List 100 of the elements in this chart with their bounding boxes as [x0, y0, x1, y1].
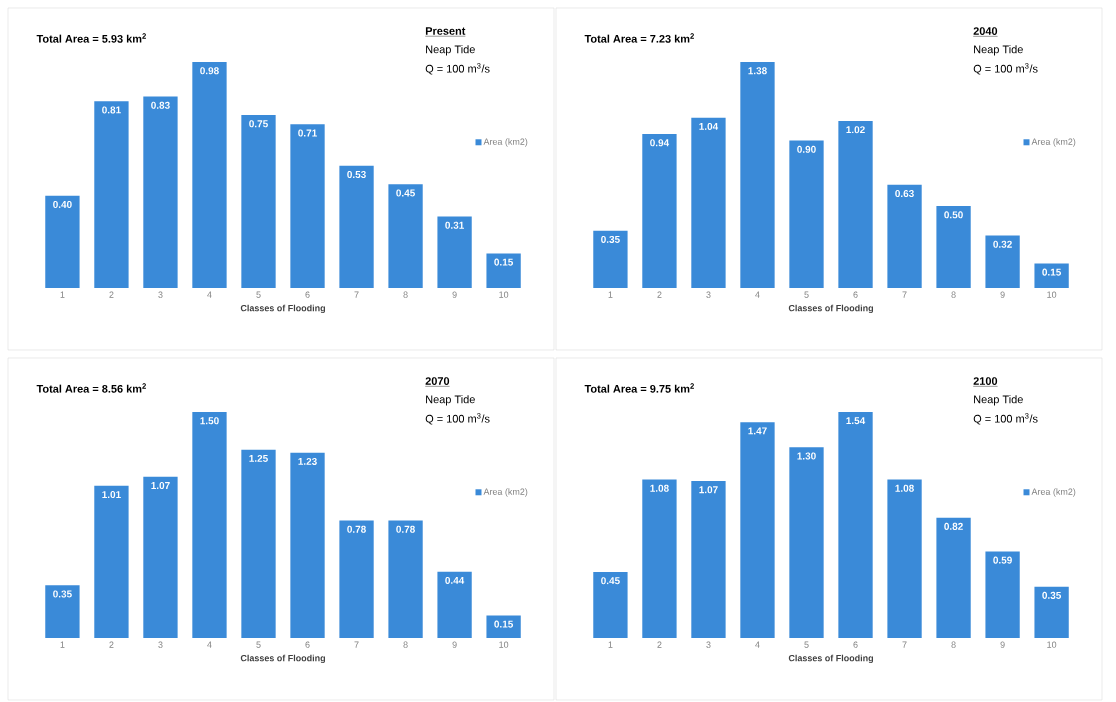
bar — [339, 520, 374, 638]
data-label: 1.25 — [249, 454, 268, 462]
bar — [642, 479, 677, 638]
x-tick-label: 5 — [804, 291, 809, 298]
x-tick-label: 5 — [256, 641, 261, 648]
legend-label: Area (km2) — [1031, 138, 1076, 147]
data-label: 0.53 — [347, 170, 366, 179]
data-label: 0.40 — [53, 200, 72, 208]
data-label: 1.07 — [151, 482, 170, 490]
bar — [691, 480, 726, 638]
bar — [143, 476, 178, 638]
chart-title: Total Area = 9.75 km$^{2}$ — [584, 383, 694, 393]
data-label: 0.45 — [601, 577, 620, 585]
bar — [936, 517, 971, 638]
x-tick-label: 8 — [403, 291, 408, 298]
bar — [339, 165, 374, 288]
bar — [593, 230, 628, 288]
chart-title: Total Area = 7.23 km$^{2}$ — [584, 33, 694, 43]
bar — [691, 117, 726, 288]
x-tick-label: 3 — [706, 641, 711, 648]
bar — [740, 62, 775, 288]
x-axis-title: Classes of Flooding — [240, 304, 325, 314]
bar — [437, 216, 472, 288]
text: 2040 — [973, 27, 998, 35]
data-label: 0.78 — [396, 525, 415, 533]
x-axis-title: Classes of Flooding — [788, 304, 873, 314]
bar — [290, 124, 325, 288]
x-tick-label: 4 — [755, 291, 760, 298]
x-tick-label: 1 — [608, 641, 613, 648]
x-tick-label: 8 — [951, 641, 956, 648]
data-label: 0.63 — [895, 190, 914, 198]
x-tick-label: 7 — [354, 641, 359, 648]
x-tick-label: 3 — [158, 291, 163, 298]
bar — [1034, 263, 1069, 288]
x-tick-label: 6 — [853, 641, 858, 648]
x-tick-label: 7 — [902, 641, 907, 648]
annotation: Q = 100 m$^{3}$/s — [973, 413, 1038, 425]
text: Present — [425, 27, 466, 35]
data-label: 1.02 — [846, 126, 865, 134]
bar — [290, 452, 325, 638]
data-label: 0.82 — [944, 522, 963, 530]
chart-title: Total Area = 8.56 km$^{2}$ — [36, 383, 146, 393]
data-label: 0.78 — [347, 525, 366, 533]
x-tick-label: 4 — [207, 291, 212, 298]
x-tick-label: 8 — [403, 641, 408, 648]
bar — [1034, 586, 1069, 638]
data-label: 0.45 — [396, 189, 415, 197]
bar — [94, 101, 129, 288]
data-label: 0.31 — [445, 221, 464, 229]
text: Neap Tide — [974, 395, 1023, 406]
x-tick-label: 6 — [305, 291, 310, 298]
x-tick-label: 9 — [1000, 291, 1005, 298]
data-label: 0.15 — [1042, 268, 1062, 276]
data-label: 1.07 — [699, 486, 718, 494]
data-label: 1.04 — [699, 122, 719, 130]
x-tick-label: 5 — [256, 291, 261, 298]
bar — [388, 520, 423, 638]
bar — [388, 184, 423, 288]
x-tick-label: 2 — [657, 291, 662, 298]
x-tick-label: 1 — [60, 641, 65, 648]
x-tick-label: 6 — [305, 641, 310, 648]
bar — [241, 449, 276, 638]
x-tick-label: 3 — [706, 291, 711, 298]
x-tick-label: 1 — [60, 291, 65, 298]
x-tick-label: 7 — [354, 291, 359, 298]
data-label: 0.94 — [650, 139, 670, 147]
data-label: 0.98 — [200, 67, 219, 75]
bar — [143, 96, 178, 288]
data-label: 0.15 — [494, 258, 514, 266]
annotation: Q = 100 m$^{3}$/s — [425, 63, 490, 75]
bar — [642, 134, 677, 288]
text: Neap Tide — [426, 395, 475, 406]
data-label: 1.54 — [846, 417, 866, 425]
x-tick-label: 3 — [158, 641, 163, 648]
data-label: 0.35 — [601, 235, 620, 243]
bar — [985, 551, 1020, 638]
text: 2100 — [973, 377, 998, 385]
x-tick-label: 5 — [804, 641, 809, 648]
x-tick-label: 9 — [452, 291, 457, 298]
annotation: Q = 100 m$^{3}$/s — [973, 63, 1038, 75]
x-tick-label: 6 — [853, 291, 858, 298]
x-tick-label: 2 — [657, 641, 662, 648]
x-tick-label: 9 — [452, 641, 457, 648]
x-tick-label: 10 — [499, 641, 509, 648]
x-tick-label: 4 — [207, 641, 212, 648]
bar — [985, 235, 1020, 288]
data-label: 1.47 — [748, 427, 767, 435]
bar — [887, 184, 922, 288]
data-label: 0.35 — [1042, 591, 1062, 599]
data-label: 0.81 — [102, 106, 121, 114]
x-tick-label: 7 — [902, 291, 907, 298]
bar — [789, 447, 824, 638]
data-label: 0.75 — [249, 120, 268, 128]
bar — [486, 615, 521, 638]
bar — [45, 195, 80, 288]
bar — [94, 485, 129, 638]
x-axis-title: Classes of Flooding — [240, 654, 325, 664]
legend-label: Area (km2) — [483, 138, 528, 147]
data-label: 1.08 — [650, 484, 669, 492]
data-label: 0.71 — [298, 129, 317, 137]
